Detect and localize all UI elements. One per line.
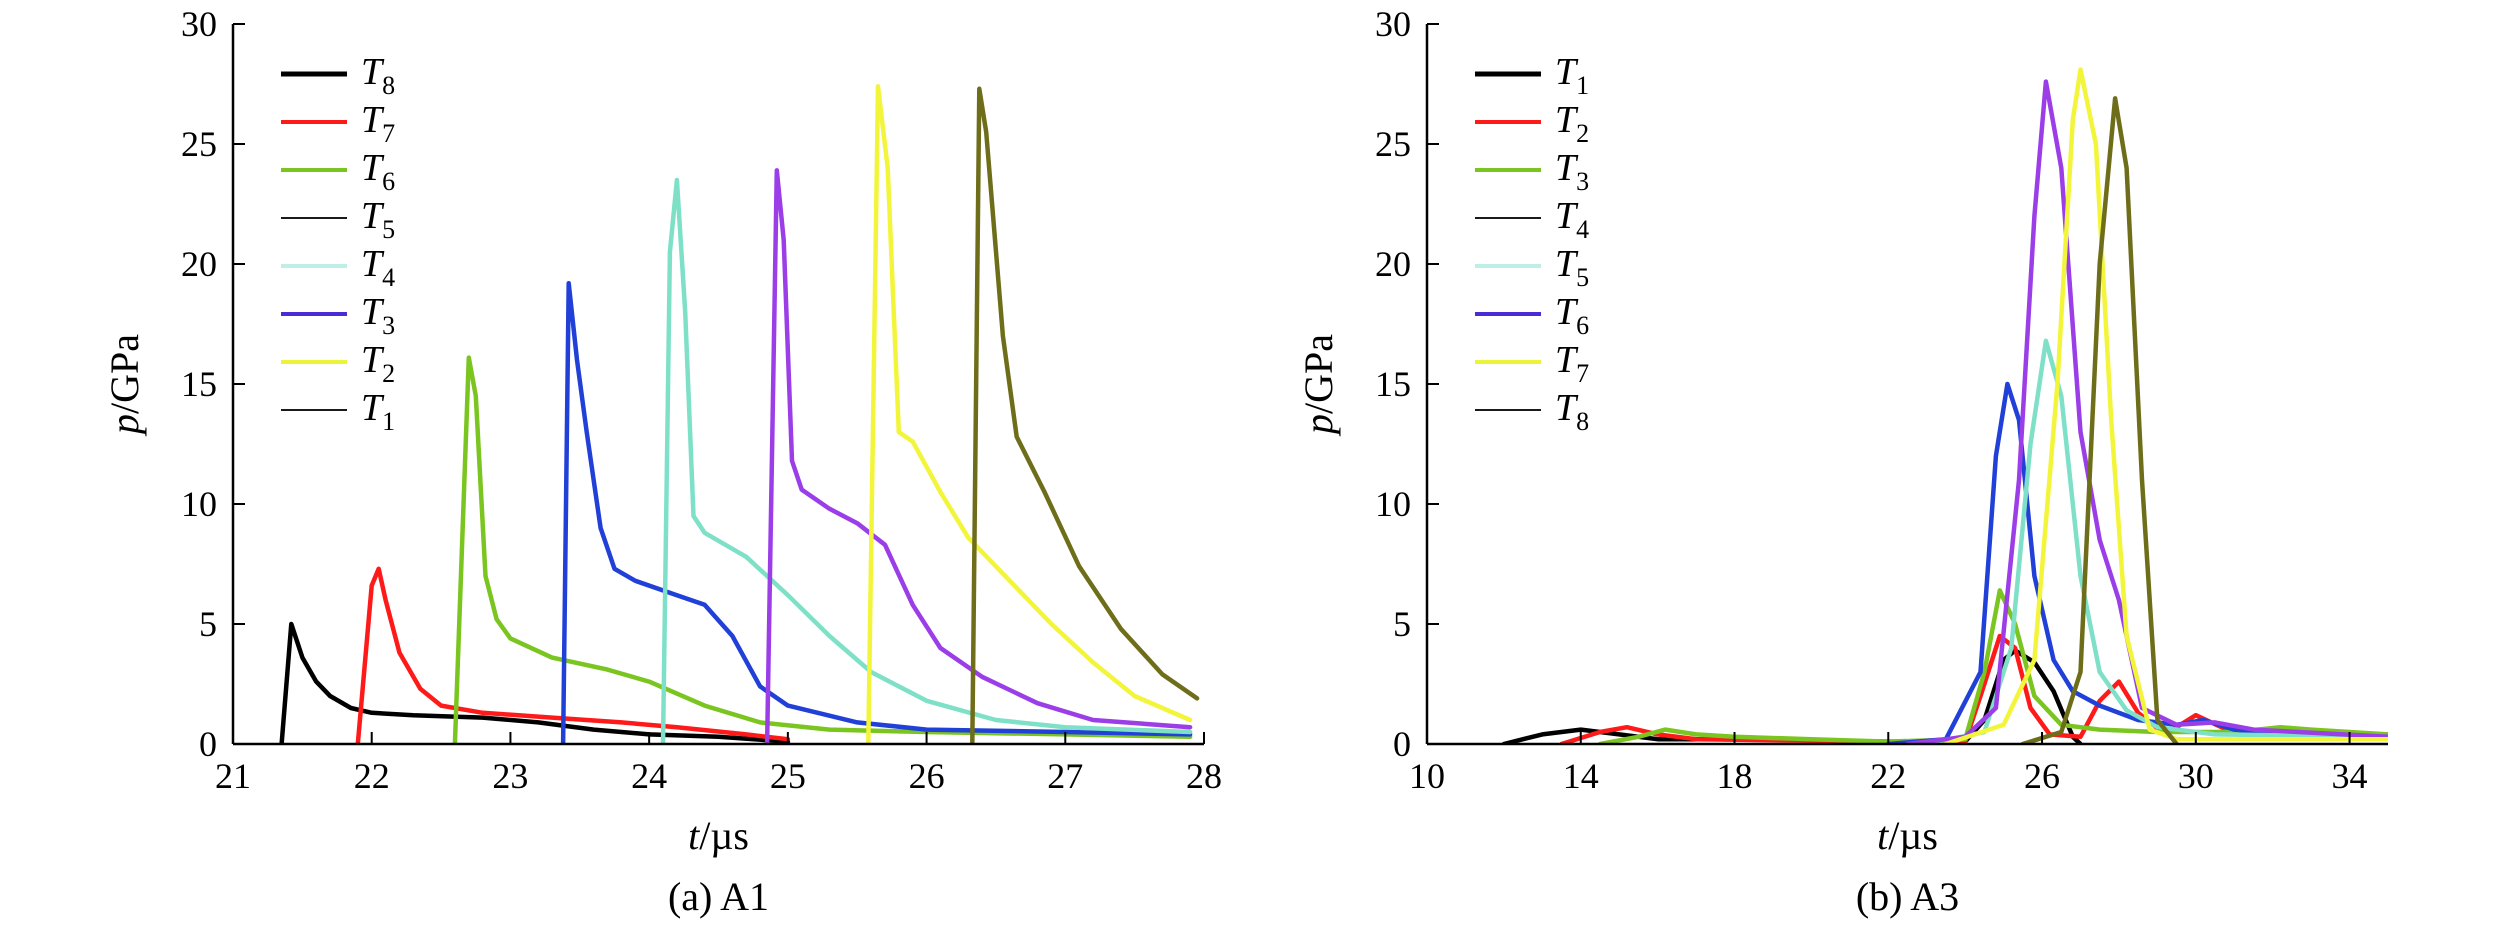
legend-label: T1 bbox=[361, 387, 395, 436]
legend-item: T3 bbox=[281, 291, 395, 340]
legend-item: T8 bbox=[281, 51, 395, 100]
y-tick-label: 15 bbox=[1375, 364, 1411, 404]
x-tick-label: 26 bbox=[909, 756, 945, 796]
legend-item: T1 bbox=[1475, 51, 1589, 100]
x-tick-label: 30 bbox=[2178, 756, 2214, 796]
legend-label: T4 bbox=[361, 243, 395, 292]
y-tick-label: 20 bbox=[181, 244, 217, 284]
legend-item: T4 bbox=[1475, 195, 1589, 244]
legend-item: T5 bbox=[1475, 243, 1589, 292]
chart-panel-b: 10 14 18 22 26 30 34 0 5 10 15 20 25 30 t/µs p/GPa (b) A… bbox=[1296, 4, 2388, 919]
legend-item: T7 bbox=[1475, 339, 1589, 388]
series-line-1 bbox=[279, 621, 791, 744]
series-line-6 bbox=[1905, 79, 2388, 744]
x-axis-label: t/µs bbox=[1877, 813, 1938, 858]
legend-item: T1 bbox=[281, 387, 395, 436]
legend-label: T5 bbox=[1555, 243, 1589, 292]
legend-item: T6 bbox=[281, 147, 395, 196]
legend-label: T7 bbox=[361, 99, 395, 148]
y-tick-label: 15 bbox=[181, 364, 217, 404]
y-tick-label: 10 bbox=[181, 484, 217, 524]
y-tick-label: 10 bbox=[1375, 484, 1411, 524]
y-tick-label: 5 bbox=[199, 604, 217, 644]
series-group bbox=[1501, 67, 2388, 744]
x-tick-label: 25 bbox=[770, 756, 806, 796]
legend-label: T1 bbox=[1555, 51, 1589, 100]
series-line-7 bbox=[866, 84, 1193, 744]
legend-item: T2 bbox=[1475, 99, 1589, 148]
x-tick-label: 27 bbox=[1047, 756, 1083, 796]
x-tick-label: 23 bbox=[492, 756, 528, 796]
series-line-7 bbox=[1943, 67, 2388, 744]
legend-item: T5 bbox=[281, 195, 395, 244]
legend-label: T2 bbox=[361, 339, 395, 388]
series-group bbox=[279, 84, 1200, 744]
legend-item: T7 bbox=[281, 99, 395, 148]
series-line-8 bbox=[2020, 96, 2179, 744]
y-axis-label: p/GPa bbox=[1296, 334, 1341, 437]
y-tick-label: 30 bbox=[1375, 4, 1411, 44]
x-tick-label: 21 bbox=[215, 756, 251, 796]
y-axis-label: p/GPa bbox=[102, 334, 147, 437]
x-tick-label: 14 bbox=[1563, 756, 1599, 796]
legend-label: T7 bbox=[1555, 339, 1589, 388]
x-tick-label: 18 bbox=[1717, 756, 1753, 796]
series-line-3 bbox=[452, 355, 1193, 744]
x-tick-label: 10 bbox=[1409, 756, 1445, 796]
legend-item: T6 bbox=[1475, 291, 1589, 340]
y-tick-label: 5 bbox=[1393, 604, 1411, 644]
series-line-3 bbox=[1597, 588, 2388, 744]
legend-item: T2 bbox=[281, 339, 395, 388]
x-tick-label: 22 bbox=[354, 756, 390, 796]
x-axis-label: t/µs bbox=[688, 813, 749, 858]
y-tick-label: 25 bbox=[181, 124, 217, 164]
legend-item: T4 bbox=[281, 243, 395, 292]
x-tick-label: 34 bbox=[2332, 756, 2368, 796]
legend-label: T6 bbox=[361, 147, 395, 196]
legend-item: T8 bbox=[1475, 387, 1589, 436]
panel-caption: (a) A1 bbox=[668, 874, 769, 919]
y-tick-label: 25 bbox=[1375, 124, 1411, 164]
x-tick-label: 22 bbox=[1870, 756, 1906, 796]
legend-label: T3 bbox=[361, 291, 395, 340]
legend-item: T3 bbox=[1475, 147, 1589, 196]
y-tick-label: 20 bbox=[1375, 244, 1411, 284]
legend-label: T8 bbox=[1555, 387, 1589, 436]
series-line-4 bbox=[560, 280, 1193, 744]
series-line-8 bbox=[970, 86, 1200, 744]
y-tick-label: 30 bbox=[181, 4, 217, 44]
x-tick-label: 28 bbox=[1186, 756, 1222, 796]
legend-label: T2 bbox=[1555, 99, 1589, 148]
legend-label: T3 bbox=[1555, 147, 1589, 196]
x-tick-label: 26 bbox=[2024, 756, 2060, 796]
legend-label: T5 bbox=[361, 195, 395, 244]
series-line-5 bbox=[660, 177, 1193, 744]
chart-panel-a: 21 22 23 24 25 26 27 28 0 5 10 15 20 25 30 t/µs p/GPa (a)… bbox=[102, 4, 1222, 919]
y-tick-label: 0 bbox=[1393, 724, 1411, 764]
legend-label: T6 bbox=[1555, 291, 1589, 340]
legend-label: T8 bbox=[361, 51, 395, 100]
panel-caption: (b) A3 bbox=[1856, 874, 1959, 919]
y-tick-label: 0 bbox=[199, 724, 217, 764]
legend-label: T4 bbox=[1555, 195, 1589, 244]
series-line-2 bbox=[355, 566, 791, 744]
x-tick-label: 24 bbox=[631, 756, 667, 796]
